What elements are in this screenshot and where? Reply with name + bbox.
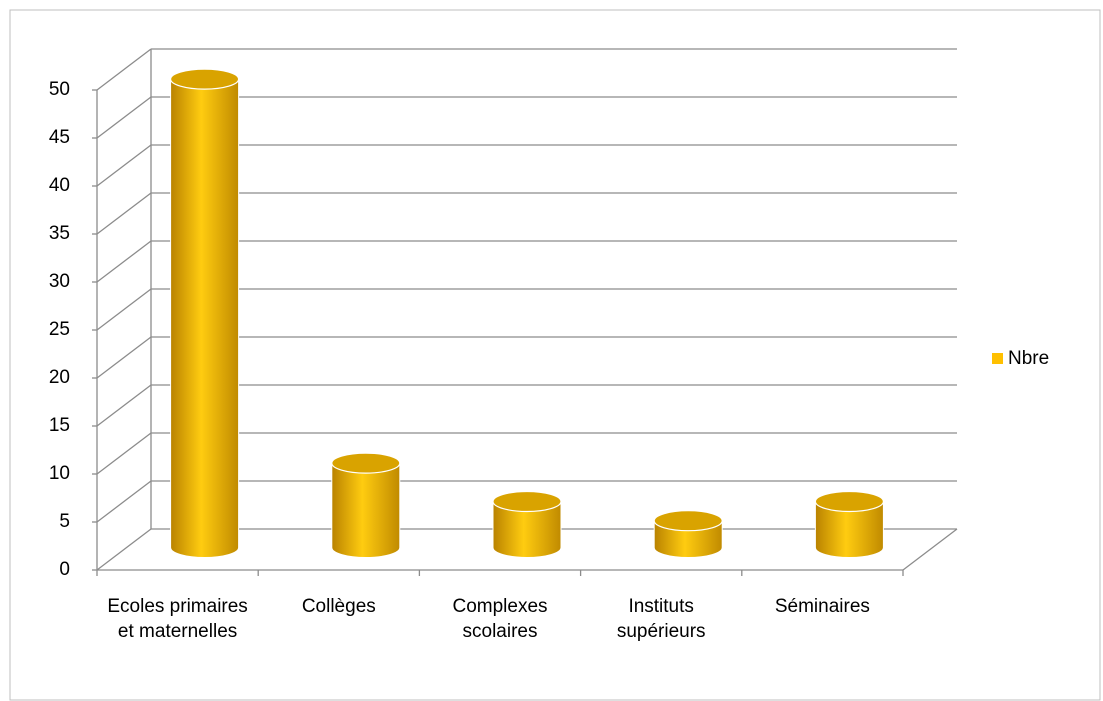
x-tick-label: Ecoles primaires et maternelles bbox=[107, 596, 248, 642]
chart-border bbox=[9, 9, 1101, 701]
grid-line-side bbox=[96, 528, 152, 571]
y-tick-label: 30 bbox=[49, 271, 70, 292]
grid-line-side bbox=[96, 288, 152, 331]
y-tick-label: 15 bbox=[49, 415, 70, 436]
grid-line-side bbox=[96, 144, 152, 187]
grid-line-side bbox=[96, 192, 152, 235]
bar bbox=[492, 501, 562, 558]
y-tick-label: 40 bbox=[49, 175, 70, 196]
grid-line-side bbox=[96, 336, 152, 379]
x-tick-label: Séminaires bbox=[774, 596, 870, 617]
x-tick-label: Collèges bbox=[301, 596, 376, 617]
floor-right bbox=[902, 528, 958, 571]
bar-top bbox=[170, 68, 240, 90]
grid-line-side bbox=[96, 96, 152, 139]
x-tick-label: Complexes scolaires bbox=[452, 596, 548, 642]
y-tick-label: 20 bbox=[49, 367, 70, 388]
y-tick-label: 50 bbox=[49, 79, 70, 100]
bar bbox=[814, 501, 884, 558]
bar bbox=[170, 78, 240, 558]
bar bbox=[331, 462, 401, 558]
grid-line-side bbox=[96, 48, 152, 91]
grid-line-side bbox=[96, 240, 152, 283]
grid-line-side bbox=[96, 384, 152, 427]
bar-top bbox=[814, 490, 885, 513]
bar-top bbox=[653, 510, 723, 532]
bar-top bbox=[492, 490, 562, 513]
legend-label: Nbre bbox=[1008, 348, 1049, 369]
legend-swatch bbox=[992, 353, 1003, 364]
bar-top bbox=[331, 452, 401, 474]
y-tick-label: 25 bbox=[49, 319, 70, 340]
grid-line-side bbox=[96, 432, 152, 475]
y-tick-label: 0 bbox=[59, 559, 70, 580]
y-tick-label: 5 bbox=[59, 511, 70, 532]
y-tick-label: 10 bbox=[49, 463, 70, 484]
x-tick-label: Instituts supérieurs bbox=[616, 596, 706, 642]
grid-line-side bbox=[96, 480, 152, 523]
y-tick-label: 45 bbox=[49, 127, 70, 148]
y-tick-label: 35 bbox=[49, 223, 70, 244]
